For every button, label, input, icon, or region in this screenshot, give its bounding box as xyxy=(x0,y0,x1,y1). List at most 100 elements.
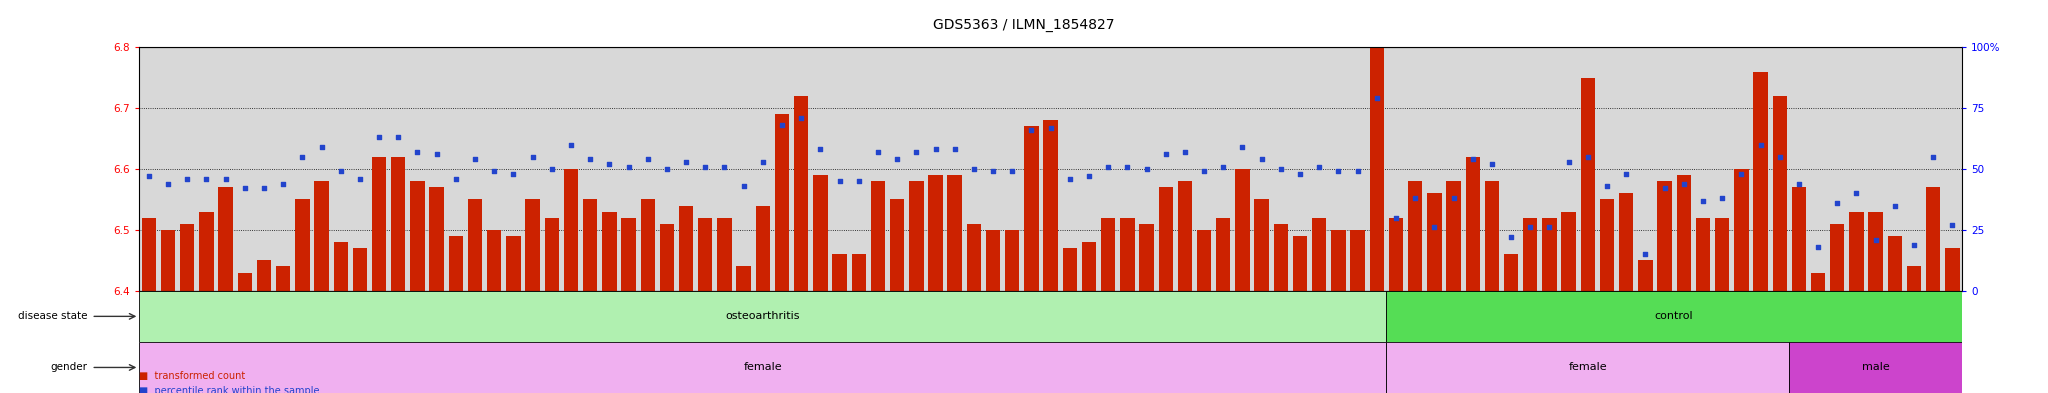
Point xyxy=(190,176,223,182)
Bar xyxy=(756,206,770,291)
Text: ■  transformed count: ■ transformed count xyxy=(139,371,246,381)
Point xyxy=(1917,154,1950,160)
Point xyxy=(1227,144,1260,150)
Point xyxy=(745,158,778,165)
Point xyxy=(1016,127,1049,133)
Point xyxy=(344,176,377,182)
Point xyxy=(1935,222,1968,228)
Point xyxy=(1763,154,1796,160)
Bar xyxy=(1790,342,1962,393)
Bar xyxy=(1178,181,1192,291)
Point xyxy=(1456,156,1489,162)
Bar xyxy=(1006,230,1020,291)
Bar xyxy=(678,206,694,291)
Point xyxy=(1821,200,1853,206)
Bar xyxy=(180,224,195,291)
Bar xyxy=(352,248,367,291)
Point xyxy=(727,183,760,189)
Bar xyxy=(467,200,481,291)
Bar xyxy=(1561,212,1575,291)
Point xyxy=(555,141,588,148)
Point xyxy=(1188,168,1221,174)
Point xyxy=(670,158,702,165)
Bar xyxy=(1255,200,1270,291)
Point xyxy=(516,154,549,160)
Point xyxy=(1724,171,1757,177)
Bar xyxy=(506,236,520,291)
Bar xyxy=(1313,218,1327,291)
Bar xyxy=(1792,187,1806,291)
Bar xyxy=(313,181,330,291)
Bar xyxy=(1386,291,1962,342)
Point xyxy=(1130,166,1163,172)
Point xyxy=(287,154,319,160)
Bar xyxy=(1407,181,1423,291)
Point xyxy=(1284,171,1317,177)
Bar xyxy=(526,200,541,291)
Point xyxy=(1323,168,1356,174)
Point xyxy=(1552,158,1585,165)
Bar xyxy=(967,224,981,291)
Bar xyxy=(1331,230,1346,291)
Bar xyxy=(1485,181,1499,291)
Text: GDS5363 / ILMN_1854827: GDS5363 / ILMN_1854827 xyxy=(934,18,1114,32)
Bar xyxy=(1139,224,1153,291)
Text: gender: gender xyxy=(51,362,88,373)
Point xyxy=(651,166,684,172)
Bar xyxy=(602,212,616,291)
Bar xyxy=(774,114,788,291)
Point xyxy=(1802,244,1835,250)
Point xyxy=(1898,241,1931,248)
Bar xyxy=(391,157,406,291)
Point xyxy=(440,176,473,182)
Text: male: male xyxy=(1862,362,1890,373)
Point xyxy=(709,163,741,170)
Bar xyxy=(1772,96,1788,291)
Point xyxy=(266,180,299,187)
Point xyxy=(1610,171,1642,177)
Point xyxy=(1688,198,1720,204)
Point xyxy=(1245,156,1278,162)
Point xyxy=(1149,151,1182,158)
Bar xyxy=(1925,187,1939,291)
Bar xyxy=(545,218,559,291)
Bar xyxy=(1542,218,1556,291)
Bar xyxy=(1620,193,1634,291)
Point xyxy=(535,166,567,172)
Point xyxy=(1034,125,1067,131)
Bar xyxy=(1946,248,1960,291)
Bar xyxy=(430,187,444,291)
Bar xyxy=(1386,342,1790,393)
Point xyxy=(305,144,338,150)
Bar xyxy=(1042,120,1059,291)
Bar xyxy=(659,224,674,291)
Bar xyxy=(1120,218,1135,291)
Bar xyxy=(641,200,655,291)
Point xyxy=(1782,180,1815,187)
Point xyxy=(612,163,645,170)
Bar xyxy=(737,266,752,291)
Bar xyxy=(1907,266,1921,291)
Bar xyxy=(1427,193,1442,291)
Point xyxy=(1513,224,1546,231)
Bar xyxy=(1217,218,1231,291)
Point xyxy=(362,134,395,140)
Point xyxy=(401,149,434,155)
Bar xyxy=(1581,78,1595,291)
Bar xyxy=(1638,261,1653,291)
Bar xyxy=(1888,236,1903,291)
Text: control: control xyxy=(1655,311,1694,321)
Point xyxy=(938,146,971,152)
Bar xyxy=(1102,218,1116,291)
Point xyxy=(209,176,242,182)
Bar xyxy=(1714,218,1729,291)
Bar xyxy=(1696,218,1710,291)
Bar xyxy=(1524,218,1538,291)
Bar xyxy=(139,342,1386,393)
Point xyxy=(1073,173,1106,180)
Bar xyxy=(1292,236,1307,291)
Bar xyxy=(1235,169,1249,291)
Point xyxy=(420,151,453,158)
Point xyxy=(1303,163,1335,170)
Point xyxy=(805,146,838,152)
